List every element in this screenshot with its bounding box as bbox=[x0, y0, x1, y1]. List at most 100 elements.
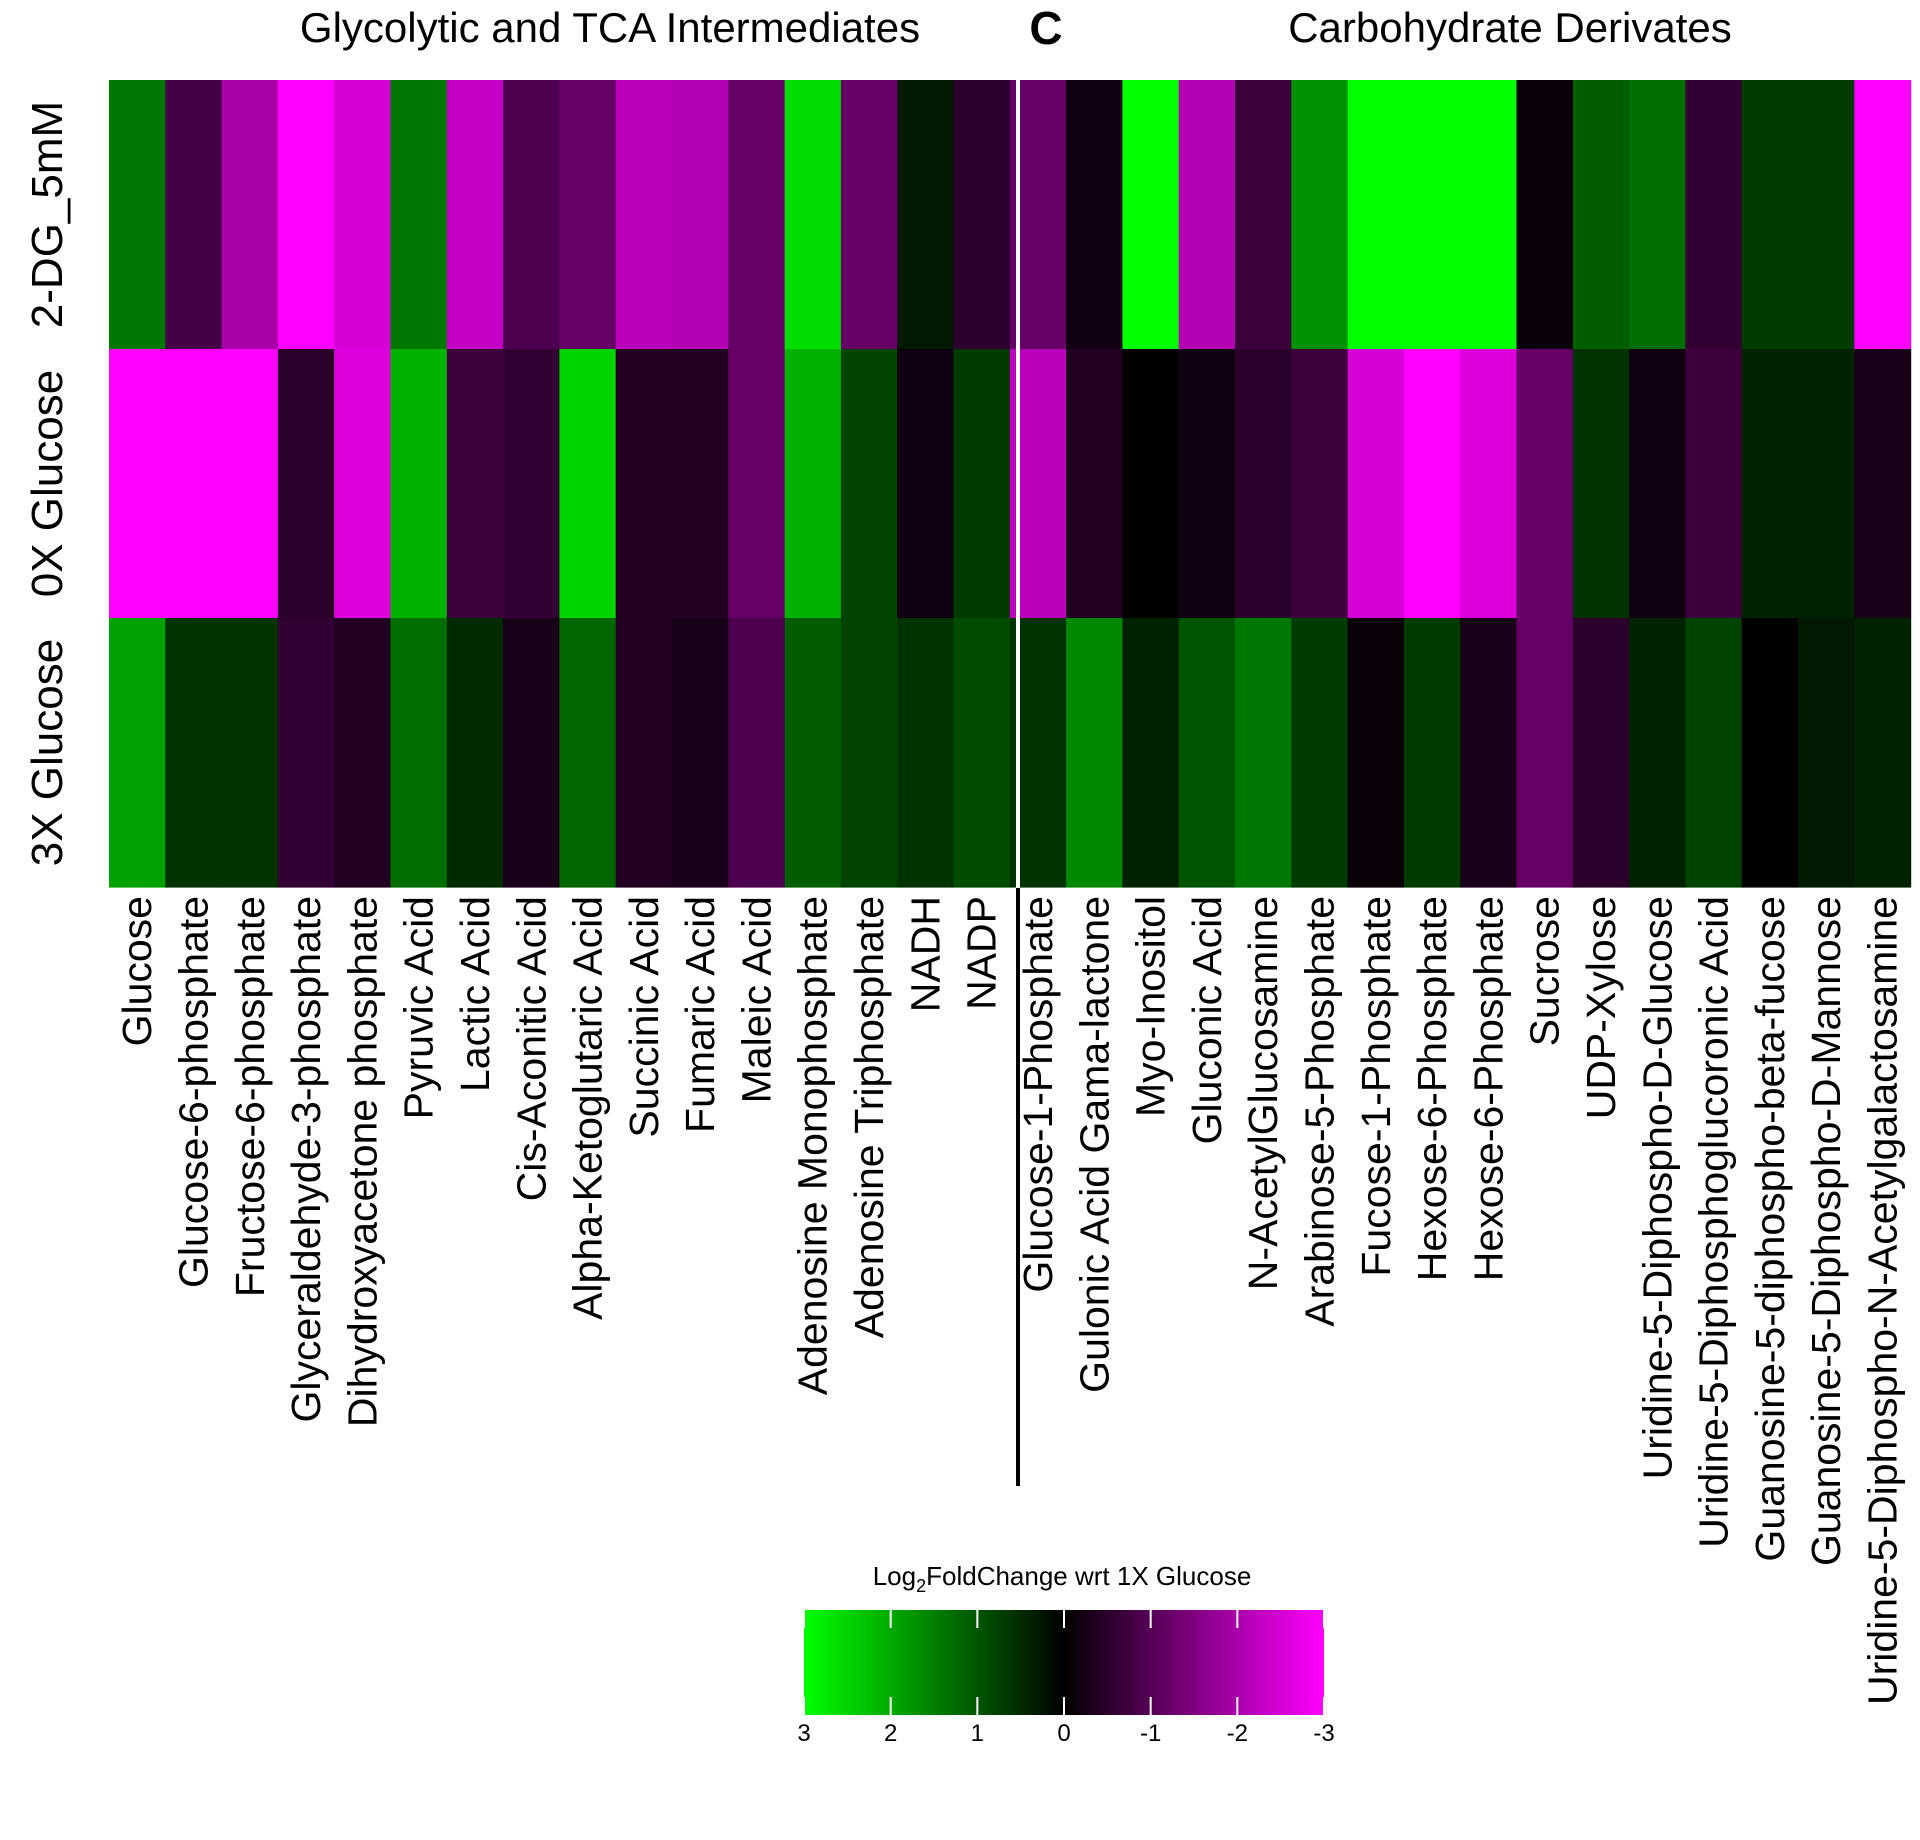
panel-title-carbohydrate: Carbohydrate Derivates bbox=[1288, 4, 1732, 51]
column-label: Guanosine-5-diphospho-beta-fucose bbox=[1747, 896, 1793, 1562]
heatmap-cell bbox=[109, 618, 166, 888]
heatmap-cell bbox=[840, 80, 898, 350]
heatmap-cell bbox=[390, 618, 448, 888]
row-label: 2-DG_5mM bbox=[23, 101, 72, 328]
heatmap-cell bbox=[390, 80, 448, 350]
heatmap-cell bbox=[1066, 349, 1123, 619]
row-label: 3X Glucose bbox=[23, 639, 72, 866]
column-label: Cis-Aconitic Acid bbox=[508, 896, 554, 1201]
heatmap-cell bbox=[1403, 80, 1461, 350]
heatmap-cell bbox=[897, 349, 955, 619]
heatmap-cell bbox=[165, 80, 223, 350]
heatmap-cell bbox=[1235, 80, 1292, 350]
column-label: Pyruvic Acid bbox=[396, 896, 442, 1119]
heatmap-cell bbox=[1516, 349, 1574, 619]
heatmap-cell bbox=[1685, 80, 1743, 350]
heatmap-cell bbox=[1460, 80, 1518, 350]
colorbar-title: Log2FoldChange wrt 1X Glucose bbox=[873, 1561, 1252, 1596]
heatmap-cell bbox=[221, 349, 279, 619]
heatmap-cell bbox=[165, 618, 223, 888]
heatmap-cell bbox=[1178, 618, 1236, 888]
colorbar: Log2FoldChange wrt 1X Glucose 3 2 1 0 -1 -2 -3 bbox=[797, 1561, 1334, 1747]
heatmap-cell bbox=[615, 349, 673, 619]
colorbar-tick-label: 2 bbox=[884, 1720, 897, 1747]
heatmap-cell bbox=[1122, 349, 1180, 619]
heatmap-cell bbox=[1572, 618, 1630, 888]
heatmap-cell bbox=[1347, 349, 1405, 619]
column-label: Glucose bbox=[114, 896, 160, 1046]
heatmap-cell bbox=[109, 349, 166, 619]
row-labels: 2-DG_5mM 0X Glucose 3X Glucose bbox=[23, 101, 72, 866]
heatmap-cell bbox=[1291, 618, 1349, 888]
heatmap-cell bbox=[1403, 618, 1461, 888]
heatmap-cell bbox=[672, 80, 729, 350]
heatmap-cell bbox=[1741, 618, 1799, 888]
heatmap-cell bbox=[1460, 349, 1518, 619]
heatmap-cell bbox=[1685, 618, 1743, 888]
heatmap-cell bbox=[784, 349, 842, 619]
heatmap-cell bbox=[559, 618, 617, 888]
heatmap-cell bbox=[897, 618, 955, 888]
heatmap-cell bbox=[1798, 618, 1855, 888]
panel-title-glycolytic: Glycolytic and TCA Intermediates bbox=[300, 4, 920, 51]
heatmap-cell bbox=[672, 618, 729, 888]
heatmap-cells bbox=[109, 80, 1912, 888]
heatmap-cell bbox=[446, 80, 504, 350]
column-label: Uridine-5-Diphosphoglucoronic Acid bbox=[1691, 896, 1737, 1548]
column-label: Fructose-6-phosphate bbox=[227, 896, 273, 1297]
column-label: Sucrose bbox=[1522, 896, 1568, 1046]
heatmap-cell bbox=[1741, 349, 1799, 619]
column-label: Adenosine Monophosphate bbox=[790, 896, 836, 1395]
heatmap-cell bbox=[1347, 80, 1405, 350]
column-label: Succinic Acid bbox=[621, 896, 667, 1138]
heatmap-cell bbox=[503, 349, 560, 619]
heatmap-cell bbox=[277, 349, 335, 619]
heatmap-cell bbox=[1629, 618, 1686, 888]
heatmap-cell bbox=[503, 80, 560, 350]
heatmap-cell bbox=[615, 618, 673, 888]
heatmap-cell bbox=[615, 80, 673, 350]
heatmap-cell bbox=[1798, 80, 1855, 350]
heatmap-cell bbox=[1854, 80, 1912, 350]
heatmap-cell bbox=[1516, 80, 1574, 350]
heatmap-cell bbox=[728, 618, 786, 888]
heatmap-cell bbox=[1403, 349, 1461, 619]
column-label: UDP-Xylose bbox=[1578, 896, 1624, 1119]
heatmap-cell bbox=[1291, 349, 1349, 619]
heatmap-cell bbox=[840, 349, 898, 619]
colorbar-tick-label: 1 bbox=[971, 1720, 984, 1747]
colorbar-tick-label: 3 bbox=[797, 1720, 810, 1747]
heatmap-cell bbox=[1347, 618, 1405, 888]
column-label: Lactic Acid bbox=[452, 896, 498, 1092]
heatmap-cell bbox=[728, 349, 786, 619]
heatmap-cell bbox=[897, 80, 955, 350]
heatmap-cell bbox=[953, 349, 1011, 619]
colorbar-tick-label: -1 bbox=[1140, 1720, 1161, 1747]
heatmap-cell bbox=[1235, 349, 1292, 619]
heatmap-cell bbox=[784, 618, 842, 888]
heatmap-cell bbox=[1460, 618, 1518, 888]
heatmap-cell bbox=[672, 349, 729, 619]
column-label: NADH bbox=[902, 896, 948, 1012]
heatmap-cell bbox=[728, 80, 786, 350]
column-label: Guanosine-5-Diphospho-D-Mannose bbox=[1803, 896, 1849, 1566]
heatmap-cell bbox=[446, 349, 504, 619]
heatmap-cell bbox=[1291, 80, 1349, 350]
heatmap-cell bbox=[1122, 80, 1180, 350]
heatmap-cell bbox=[1066, 80, 1123, 350]
heatmap-cell bbox=[221, 618, 279, 888]
heatmap-cell bbox=[221, 80, 279, 350]
column-label: Maleic Acid bbox=[733, 896, 779, 1103]
heatmap-cell bbox=[1798, 349, 1855, 619]
colorbar-tick-label: -3 bbox=[1313, 1720, 1334, 1747]
heatmap-cell bbox=[1572, 80, 1630, 350]
heatmap-cell bbox=[1685, 349, 1743, 619]
column-label: Uridine-5-Diphospho-D-Glucose bbox=[1634, 896, 1680, 1479]
column-label: Gluconic Acid bbox=[1184, 896, 1230, 1144]
column-label: Myo-Inositol bbox=[1128, 896, 1174, 1117]
heatmap-cell bbox=[277, 618, 335, 888]
heatmap-cell bbox=[1178, 80, 1236, 350]
heatmap-cell bbox=[390, 349, 448, 619]
column-label: Hexose-6-Phosphate bbox=[1465, 896, 1511, 1281]
row-label: 0X Glucose bbox=[23, 370, 72, 597]
